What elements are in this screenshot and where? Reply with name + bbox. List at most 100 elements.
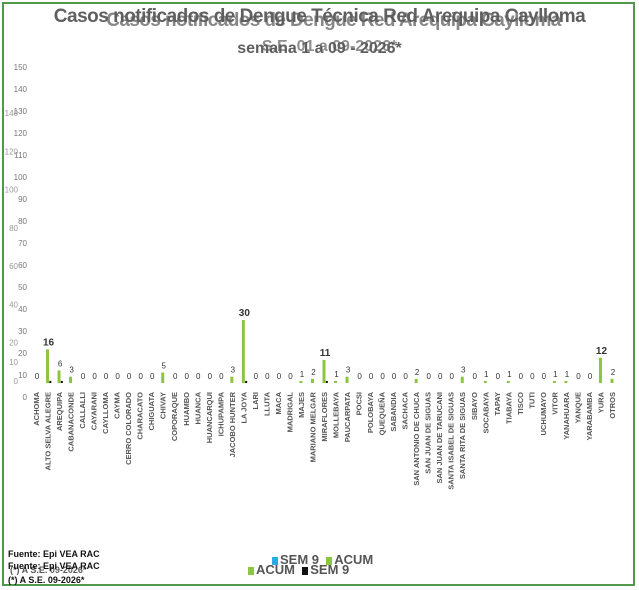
data-label: 0 bbox=[576, 372, 581, 381]
data-label: 1 bbox=[507, 370, 512, 379]
data-label: 6 bbox=[58, 359, 63, 368]
data-label: 0 bbox=[104, 372, 109, 381]
chart-subtitle-overlap: S.E. 01 a 09-2026* bbox=[261, 38, 398, 55]
data-label: 2 bbox=[311, 368, 316, 377]
category-label: HUANCARQUI bbox=[205, 392, 214, 443]
category-label: LLUTA bbox=[262, 391, 271, 416]
bar-acum bbox=[69, 376, 73, 383]
category-label: SABANDIA bbox=[389, 391, 398, 431]
category-label: ALTO SELVA ALEGRE bbox=[44, 392, 53, 470]
y-tick-label: 10 bbox=[18, 371, 27, 380]
bar-acum bbox=[598, 357, 602, 383]
data-label: 3 bbox=[231, 366, 236, 375]
y-tick-label: 0 bbox=[14, 377, 19, 386]
data-label: 12 bbox=[596, 346, 608, 357]
y-tick-label: 110 bbox=[14, 151, 27, 160]
data-label: 0 bbox=[265, 372, 270, 381]
bar-acum bbox=[230, 376, 234, 383]
legend-label: ACUM bbox=[256, 562, 295, 577]
data-label: 1 bbox=[565, 370, 570, 379]
y-tick-label: 50 bbox=[18, 283, 27, 292]
bar-acum bbox=[564, 380, 568, 383]
bar-acum bbox=[322, 359, 326, 383]
category-label: MIRAFLORES bbox=[320, 392, 329, 442]
category-label: YANAHUARA bbox=[562, 391, 571, 439]
legend-swatch-acum bbox=[248, 566, 254, 575]
category-label: TAPAY bbox=[493, 392, 502, 416]
data-label: 2 bbox=[415, 368, 420, 377]
legend-label: SEM 9 bbox=[310, 562, 350, 577]
data-label: 0 bbox=[588, 372, 593, 381]
category-label: HUANCA bbox=[193, 391, 202, 424]
data-label: 0 bbox=[196, 372, 201, 381]
category-label: SANTA RITA DE SIGUAS bbox=[458, 392, 467, 479]
bar-sem-9 bbox=[60, 380, 63, 383]
bar-acum bbox=[310, 378, 314, 383]
data-label: 3 bbox=[461, 366, 466, 375]
source-note: Fuente: Epi VEA RAC bbox=[8, 561, 100, 571]
category-label: POCSI bbox=[355, 392, 364, 415]
y-tick-label: 20 bbox=[18, 349, 27, 358]
bar-acum bbox=[414, 378, 418, 383]
category-label: SACHACA bbox=[401, 391, 410, 429]
source-note-overlap: (*) A S.E. 09-2026* bbox=[10, 565, 87, 575]
data-label: 0 bbox=[369, 372, 374, 381]
data-label: 0 bbox=[496, 372, 501, 381]
legend-row-1: SEM 9 ACUM bbox=[272, 552, 373, 567]
category-label: SIBAYO bbox=[470, 392, 479, 420]
y-tick-label: 130 bbox=[14, 107, 28, 116]
bar-acum bbox=[299, 380, 303, 383]
data-label: 0 bbox=[380, 372, 385, 381]
data-label: 1 bbox=[334, 370, 339, 379]
category-label: CHARACATO bbox=[136, 392, 145, 440]
data-label: 1 bbox=[300, 370, 305, 379]
category-label: ICHUPAMPA bbox=[216, 391, 225, 436]
data-label: 0 bbox=[357, 372, 362, 381]
bar-sem-9 bbox=[49, 380, 52, 383]
category-label: CALLALLI bbox=[78, 392, 87, 429]
category-label: CABANACONDE bbox=[67, 392, 76, 452]
data-label: 0 bbox=[208, 372, 213, 381]
data-label: 0 bbox=[438, 372, 443, 381]
data-label: 0 bbox=[115, 372, 120, 381]
y-tick-label: 10 bbox=[9, 358, 18, 367]
data-label: 2 bbox=[611, 368, 616, 377]
category-label: MOLLEBAYA bbox=[332, 391, 341, 438]
category-label: COPORAQUE bbox=[170, 392, 179, 441]
data-label: 0 bbox=[254, 372, 259, 381]
category-label: PAUCARPATA bbox=[343, 391, 352, 442]
y-tick-label: 30 bbox=[18, 327, 27, 336]
data-label: 0 bbox=[81, 372, 86, 381]
y-tick-label: 120 bbox=[5, 147, 19, 156]
category-label: MARIANO MELGAR bbox=[308, 391, 317, 462]
data-label: 0 bbox=[542, 372, 547, 381]
chart-subtitle: semana 1 a 09 - 2026* bbox=[237, 40, 402, 57]
category-label: MACA bbox=[274, 391, 283, 414]
category-label: OTROS bbox=[608, 392, 617, 419]
category-label: SAN JUAN DE SIGUAS bbox=[424, 392, 433, 474]
category-label: SAN JUAN DE TARUCANI bbox=[435, 392, 444, 484]
data-label: 0 bbox=[277, 372, 282, 381]
bar-sem-9 bbox=[325, 380, 328, 383]
y-tick-label: 80 bbox=[18, 217, 27, 226]
bar-acum bbox=[46, 349, 50, 383]
category-label: CHIVAY bbox=[159, 392, 168, 419]
data-label: 0 bbox=[426, 372, 431, 381]
data-label: 0 bbox=[138, 372, 143, 381]
category-label: LARI bbox=[251, 392, 260, 410]
data-label: 0 bbox=[35, 372, 40, 381]
y-tick-label: 20 bbox=[9, 339, 18, 348]
data-label: 0 bbox=[127, 372, 132, 381]
category-label: LA JOYA bbox=[239, 391, 248, 423]
bar-acum bbox=[506, 380, 510, 383]
data-label: 0 bbox=[449, 372, 454, 381]
chart-title-overlap: Casos notificados de Dengue Red Arequipa… bbox=[106, 10, 561, 31]
category-label: YURA bbox=[596, 391, 605, 413]
category-label: CAYARANI bbox=[90, 392, 99, 430]
data-label: 3 bbox=[346, 366, 351, 375]
category-label: AREQUIPA bbox=[55, 391, 64, 431]
legend-swatch-acum bbox=[326, 556, 333, 565]
category-label: MAJES bbox=[297, 392, 306, 418]
